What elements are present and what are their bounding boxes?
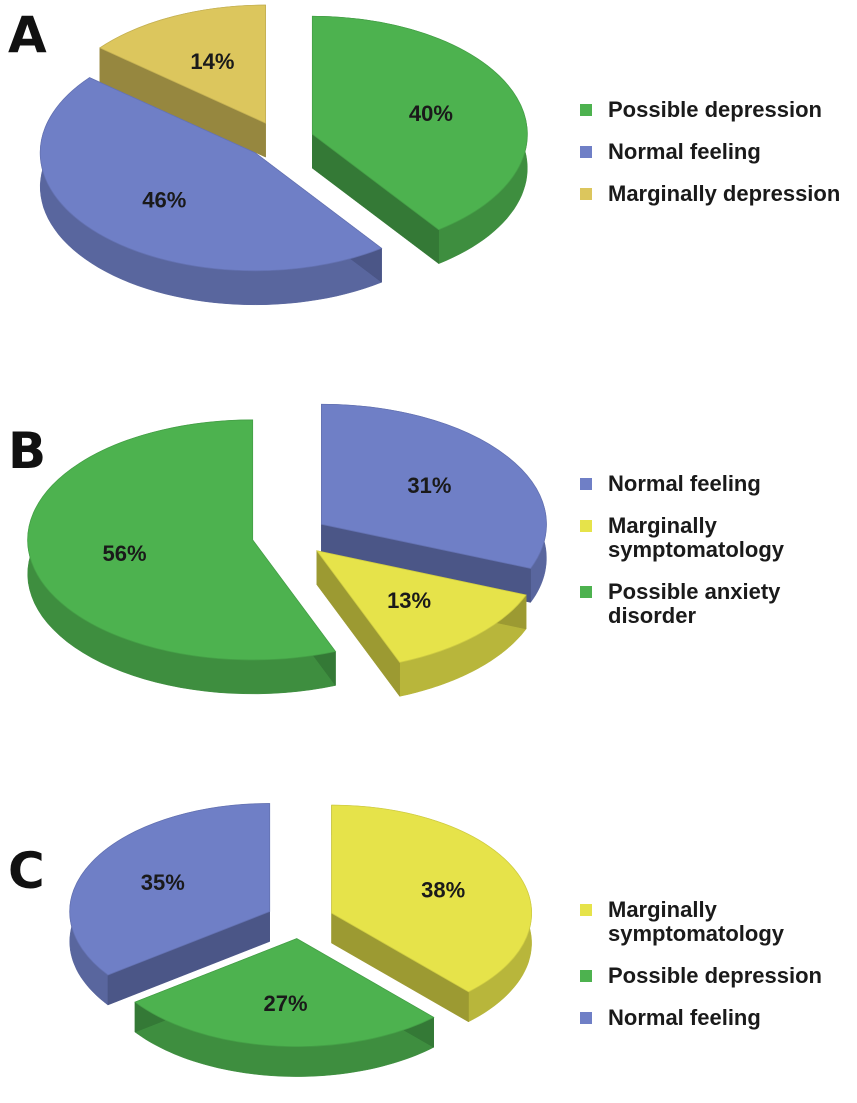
pie-slice [69, 803, 271, 1006]
panel-label: B [8, 422, 46, 480]
legend-label: Normal feeling [608, 471, 761, 496]
legend: Marginally symptomatology Possible depre… [580, 898, 857, 1048]
legend-label: Marginally symptomatology [608, 513, 785, 562]
pie-slice [321, 403, 547, 604]
legend-swatch [580, 586, 592, 598]
legend-entry: Possible depression [580, 98, 857, 122]
legend-label: Possible depression [608, 963, 822, 988]
legend-entry: Possible anxiety disorder [580, 580, 857, 628]
pie-slice-top [321, 403, 547, 569]
slice-percent-label: 38% [421, 877, 465, 902]
legend-swatch [580, 188, 592, 200]
legend-entry: Normal feeling [580, 140, 857, 164]
pie-slice-top [311, 15, 528, 231]
legend: Normal feeling Marginally symptomatology… [580, 472, 857, 646]
slice-percent-label: 14% [190, 49, 234, 74]
pie-slice [39, 77, 383, 306]
slice-percent-label: 40% [409, 101, 453, 126]
pie-chart-a: 40% 46% 14% [39, 4, 528, 306]
pie-slice-top [39, 77, 383, 272]
legend-label: Marginally depression [608, 181, 841, 206]
slice-percent-label: 27% [263, 991, 307, 1016]
legend-label: Possible depression [608, 97, 822, 122]
legend-label: Normal feeling [608, 139, 761, 164]
slice-percent-label: 13% [387, 588, 431, 613]
chart-panel-a: A 40% 46% 14% Possible depression Normal f… [0, 0, 857, 340]
panel-label: C [8, 842, 45, 900]
slice-percent-label: 46% [142, 188, 186, 213]
legend-entry: Marginally symptomatology [580, 514, 857, 562]
legend-entry: Marginally symptomatology [580, 898, 857, 946]
pie-slice-top [315, 550, 527, 663]
legend-label: Possible anxiety disorder [608, 579, 781, 628]
legend-entry: Normal feeling [580, 472, 857, 496]
chart-panel-b: B 31% 13% 56% Normal feeling Marginally sy… [0, 400, 857, 720]
slice-percent-label: 56% [102, 541, 146, 566]
slice-percent-label: 31% [407, 473, 451, 498]
chart-panel-c: C 38% 27% 35% Marginally symptomatology Po… [0, 803, 857, 1103]
legend-swatch [580, 104, 592, 116]
pie-slice [99, 4, 266, 158]
legend: Possible depression Normal feeling Margi… [580, 98, 857, 224]
legend-swatch [580, 478, 592, 490]
pie-slice-top [331, 804, 533, 993]
pie-slice [27, 419, 337, 695]
pie-slice [311, 15, 528, 265]
legend-swatch [580, 146, 592, 158]
pie-chart-c: 38% 27% 35% [69, 803, 533, 1077]
legend-entry: Marginally depression [580, 182, 857, 206]
pie-slice-top [99, 4, 266, 124]
legend-label: Marginally symptomatology [608, 897, 785, 946]
slice-percent-label: 35% [141, 870, 185, 895]
panel-label: A [8, 6, 47, 64]
legend-swatch [580, 904, 592, 916]
pie-chart-b: 31% 13% 56% [27, 403, 547, 698]
legend-swatch [580, 520, 592, 532]
pie-slice-top [134, 938, 435, 1048]
legend-entry: Normal feeling [580, 1006, 857, 1030]
legend-swatch [580, 970, 592, 982]
pie-slice [315, 550, 527, 698]
pie-slice [331, 804, 533, 1023]
pie-slice [134, 938, 435, 1077]
pie-slice-top [69, 803, 271, 976]
pie-slice-top [27, 419, 337, 661]
legend-entry: Possible depression [580, 964, 857, 988]
legend-swatch [580, 1012, 592, 1024]
legend-label: Normal feeling [608, 1005, 761, 1030]
